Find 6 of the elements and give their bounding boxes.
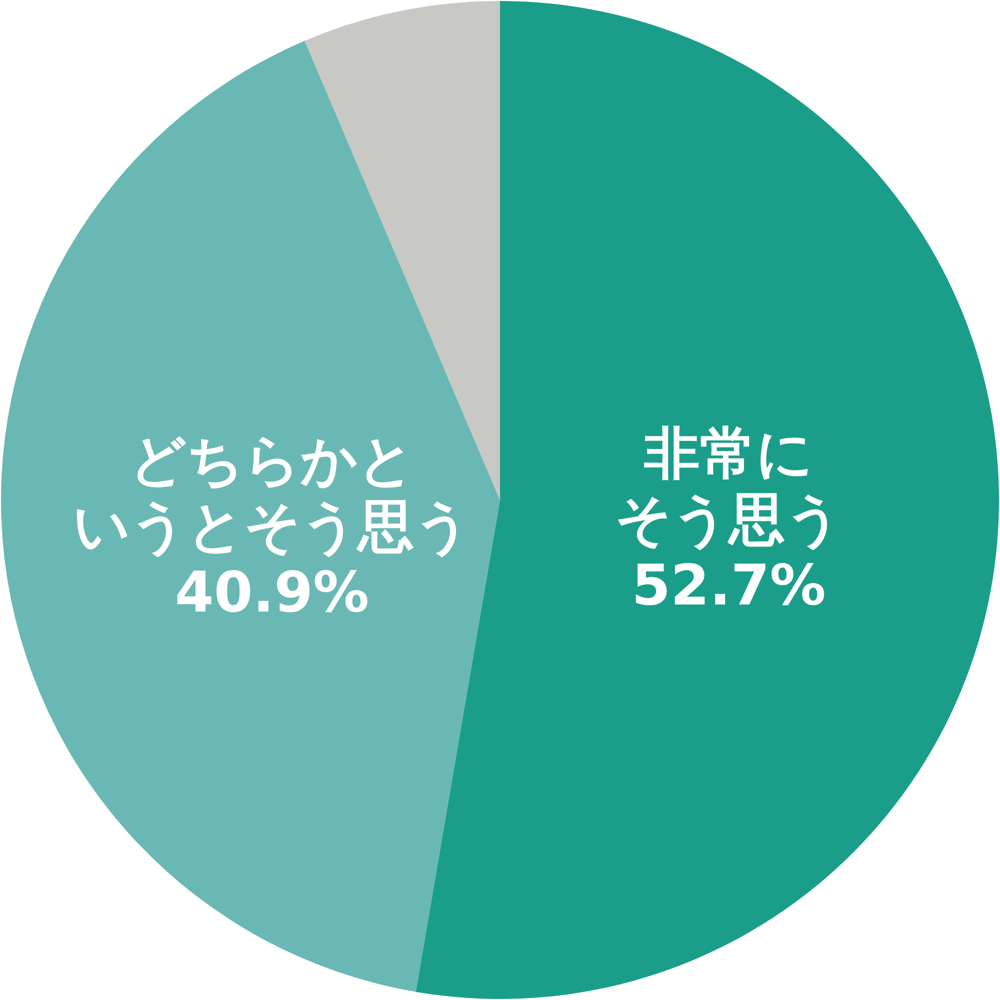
pie-slice xyxy=(416,1,999,999)
slice-label: 非常にそう思う xyxy=(615,420,842,552)
data-label: 40.9% xyxy=(174,560,370,626)
pie-slice xyxy=(1,40,500,992)
slice-label: どちらかというとそう思う xyxy=(73,428,472,560)
data-label: 52.7% xyxy=(632,552,826,618)
